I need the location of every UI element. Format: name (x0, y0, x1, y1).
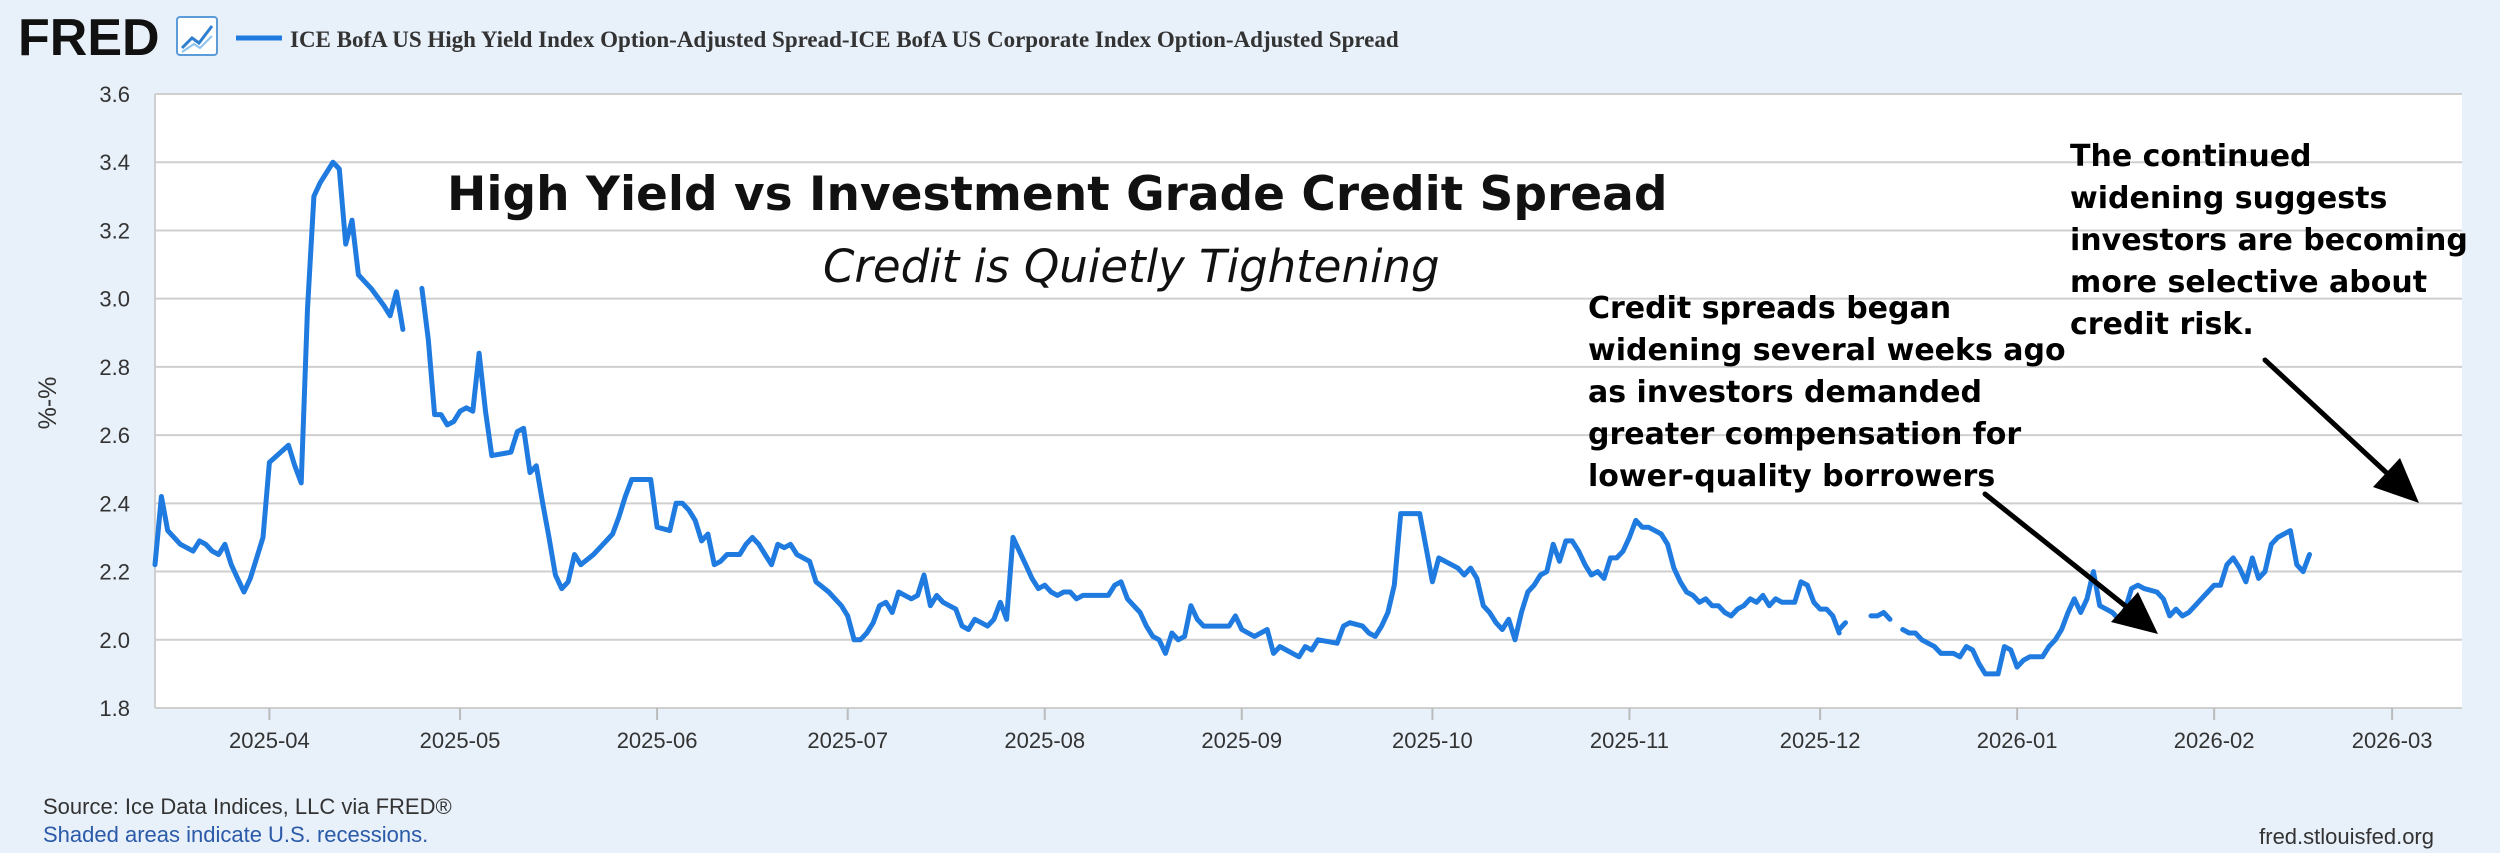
x-tick-label: 2026-03 (2352, 728, 2433, 753)
series-line (152, 159, 2312, 677)
series-segment (1836, 620, 1848, 632)
annotation-line: investors are becoming (2070, 223, 2468, 258)
x-tick-label: 2025-09 (1201, 728, 1282, 753)
annotation-left: Credit spreads began widening several wee… (1588, 291, 2066, 494)
x-tick-label: 2026-01 (1977, 728, 2058, 753)
x-tick-label: 2025-10 (1392, 728, 1473, 753)
series-segment (152, 159, 406, 595)
annotation-line: widening several weeks ago (1588, 333, 2066, 368)
series-segment (1900, 528, 2312, 677)
chart-subtitle: Credit is Quietly Tightening (823, 240, 1440, 293)
y-tick-label: 2.4 (99, 491, 130, 516)
y-tick-label: 2.8 (99, 355, 130, 380)
y-tick-label: 3.6 (99, 82, 130, 107)
arrow-right (2262, 357, 2419, 503)
y-tick-label: 2.0 (99, 628, 130, 653)
x-tick-label: 2025-04 (229, 728, 310, 753)
x-tick-label: 2025-11 (1590, 728, 1669, 753)
y-tick-label: 1.8 (99, 696, 130, 721)
y-tick-label: 2.2 (99, 560, 130, 585)
y-tick-label: 2.6 (99, 423, 130, 448)
x-axis-ticks: 2025-04 2025-05 2025-06 2025-07 2025-08 2025-… (229, 708, 2432, 753)
x-tick-label: 2025-08 (1004, 728, 1085, 753)
grid-lines (154, 93, 2462, 709)
x-tick-label: 2025-12 (1780, 728, 1861, 753)
arrow-left (1982, 491, 2158, 634)
annotation-line: The continued (2070, 139, 2312, 174)
annotation-right: The continued widening suggests investors … (2070, 139, 2468, 342)
x-tick-label: 2025-05 (420, 728, 501, 753)
annotation-line: credit risk. (2070, 307, 2254, 342)
chart-title: High Yield vs Investment Grade Credit Sp… (447, 167, 1667, 222)
x-tick-label: 2026-02 (2174, 728, 2255, 753)
y-axis-label: %-% (34, 377, 62, 430)
y-tick-label: 3.0 (99, 287, 130, 312)
series-segment (419, 285, 1842, 660)
x-tick-label: 2025-07 (807, 728, 888, 753)
site-link[interactable]: fred.stlouisfed.org (2259, 824, 2434, 849)
y-tick-label: 3.4 (99, 150, 130, 175)
series-segment (1868, 610, 1893, 622)
annotation-line: lower-quality borrowers (1588, 459, 1995, 494)
legend-series-title: ICE BofA US High Yield Index Option-Adju… (290, 27, 1399, 52)
fred-logo: FRED (18, 9, 160, 67)
annotation-line: widening suggests (2070, 181, 2387, 216)
chart-trend-icon (176, 16, 218, 56)
y-axis-ticks: 1.8 2.0 2.2 2.4 2.6 2.8 3.0 3.2 3.4 3.6 (99, 82, 130, 721)
y-tick-label: 3.2 (99, 218, 130, 243)
annotation-line: more selective about (2070, 265, 2427, 300)
annotation-line: greater compensation for (1588, 417, 2021, 452)
recession-note: Shaded areas indicate U.S. recessions. (43, 822, 429, 847)
source-text: Source: Ice Data Indices, LLC via FRED® (43, 794, 452, 819)
annotation-line: Credit spreads began (1588, 291, 1951, 326)
annotation-line: as investors demanded (1588, 375, 1982, 410)
x-tick-label: 2025-06 (617, 728, 698, 753)
